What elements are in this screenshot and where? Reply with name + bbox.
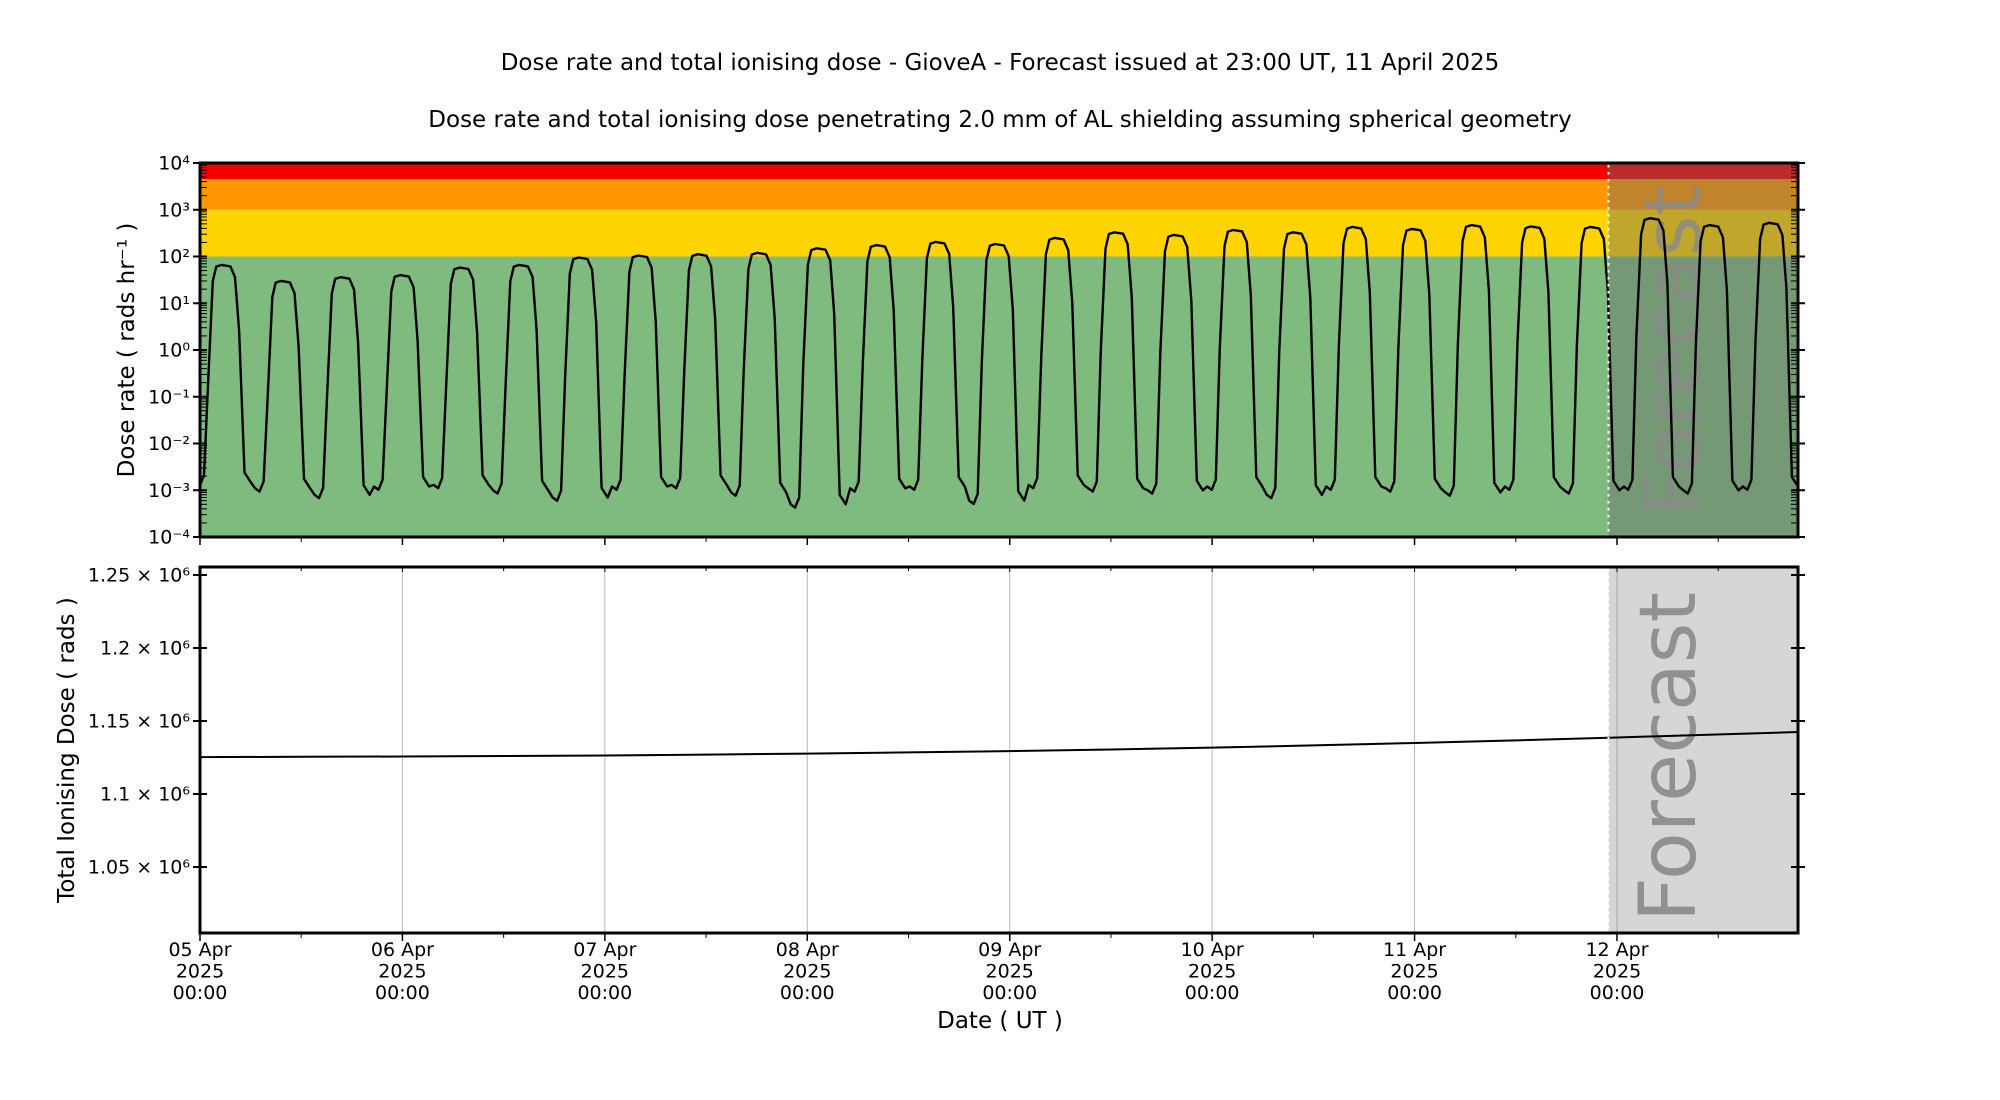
dose-rate-line [198, 217, 1800, 509]
total-dose-ytick-label: 1.15 × 10⁶ [88, 711, 190, 733]
dose-rate-ytick-label: 10⁻¹ [148, 386, 190, 408]
dose-rate-ytick-label: 10⁻⁴ [148, 527, 190, 549]
total-dose-line [199, 731, 1799, 759]
dose-rate-ytick-label: 10⁻² [148, 433, 190, 455]
date-tick-label: 08 Apr 2025 00:00 [776, 939, 839, 1004]
total-dose-ytick-label: 1.05 × 10⁶ [88, 857, 190, 879]
threshold-band-red [200, 163, 1798, 180]
chart-subtitle: Dose rate and total ionising dose penetr… [428, 107, 1572, 133]
total-dose-ytick-label: 1.1 × 10⁶ [100, 784, 190, 806]
chart-title: Dose rate and total ionising dose - Giov… [500, 50, 1500, 76]
dose-rate-ytick-label: 10³ [158, 199, 190, 221]
dose-rate-ytick-label: 10⁰ [158, 340, 190, 362]
x-axis-label: Date ( UT ) [937, 1008, 1063, 1034]
forecast-region-top [1608, 163, 1798, 537]
threshold-band-yellow [200, 209, 1798, 257]
total-dose-plot-frame [198, 565, 1800, 935]
dose-rate-ytick-label: 10¹ [158, 293, 190, 315]
dose-rate-plot-frame [198, 161, 1800, 539]
date-tick-label: 06 Apr 2025 00:00 [371, 939, 434, 1004]
forecast-watermark-bottom: Forecast [1624, 592, 1714, 922]
threshold-band-orange [200, 179, 1798, 210]
total-dose-ytick-label: 1.25 × 10⁶ [88, 565, 190, 587]
total-dose-ytick-label: 1.2 × 10⁶ [100, 638, 190, 660]
date-tick-label: 05 Apr 2025 00:00 [168, 939, 231, 1004]
date-tick-label: 09 Apr 2025 00:00 [978, 939, 1041, 1004]
dose-rate-ytick-label: 10⁻³ [148, 480, 190, 502]
date-tick-label: 11 Apr 2025 00:00 [1383, 939, 1446, 1004]
date-tick-label: 10 Apr 2025 00:00 [1181, 939, 1244, 1004]
threshold-band-green [200, 256, 1798, 537]
date-tick-label: 12 Apr 2025 00:00 [1585, 939, 1648, 1004]
forecast-region-bottom [1608, 567, 1798, 933]
dose-rate-ytick-label: 10⁴ [158, 153, 190, 175]
date-tick-label: 07 Apr 2025 00:00 [573, 939, 636, 1004]
dose-rate-ytick-label: 10² [158, 246, 190, 268]
forecast-watermark-top: Forecast [1629, 185, 1719, 515]
